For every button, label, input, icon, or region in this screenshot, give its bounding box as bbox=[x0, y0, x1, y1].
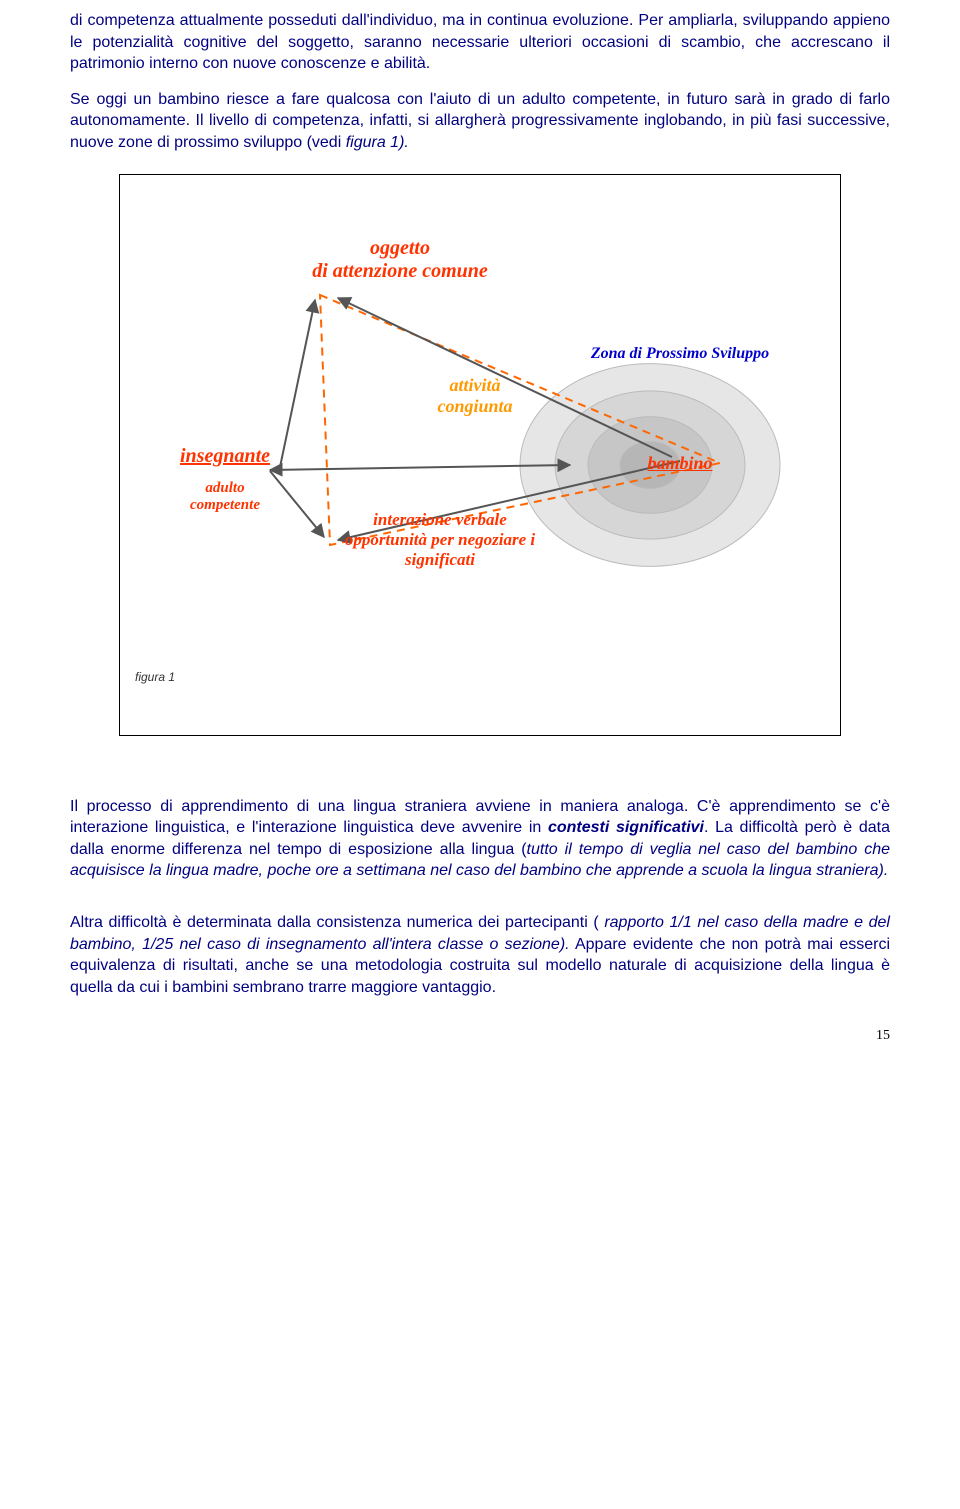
label-insegnante: insegnante bbox=[145, 445, 305, 468]
label-zps-text: Zona di Prossimo Sviluppo bbox=[591, 345, 769, 362]
paragraph-4: Altra difficoltà è determinata dalla con… bbox=[70, 912, 890, 998]
label-interazione-line1: interazione verbale bbox=[275, 510, 605, 530]
label-adulto-line1: adulto bbox=[150, 480, 300, 497]
label-interazione-line2: opportunità per negoziare i bbox=[275, 530, 605, 550]
label-attivita: attività congiunta bbox=[395, 375, 555, 417]
label-insegnante-text: insegnante bbox=[180, 445, 270, 467]
label-interazione-line3: significati bbox=[275, 550, 605, 570]
label-oggetto: oggetto di attenzione comune bbox=[250, 237, 550, 283]
label-bambino-text: bambino bbox=[647, 453, 712, 473]
label-oggetto-line1: oggetto bbox=[250, 237, 550, 260]
label-adulto: adulto competente bbox=[150, 480, 300, 514]
paragraph-4a: Altra difficoltà è determinata dalla con… bbox=[70, 914, 604, 931]
figure-1: oggetto di attenzione comune Zona di Pro… bbox=[119, 174, 841, 736]
label-oggetto-line2: di attenzione comune bbox=[250, 260, 550, 283]
paragraph-2a: Se oggi un bambino riesce a fare qualcos… bbox=[70, 91, 890, 151]
figure-caption: figura 1 bbox=[135, 670, 255, 684]
label-attivita-line1: attività bbox=[395, 375, 555, 396]
paragraph-3b: contesti significativi bbox=[548, 819, 704, 836]
page: di competenza attualmente posseduti dall… bbox=[0, 0, 960, 1084]
paragraph-1: di competenza attualmente posseduti dall… bbox=[70, 10, 890, 75]
paragraph-3: Il processo di apprendimento di una ling… bbox=[70, 796, 890, 882]
label-interazione: interazione verbale opportunità per nego… bbox=[275, 510, 605, 570]
page-number: 15 bbox=[70, 1028, 890, 1044]
paragraph-2: Se oggi un bambino riesce a fare qualcos… bbox=[70, 89, 890, 154]
label-attivita-line2: congiunta bbox=[395, 396, 555, 417]
label-bambino: bambino bbox=[610, 453, 750, 474]
label-zps: Zona di Prossimo Sviluppo bbox=[540, 345, 820, 363]
paragraph-2b: figura 1). bbox=[346, 134, 409, 151]
